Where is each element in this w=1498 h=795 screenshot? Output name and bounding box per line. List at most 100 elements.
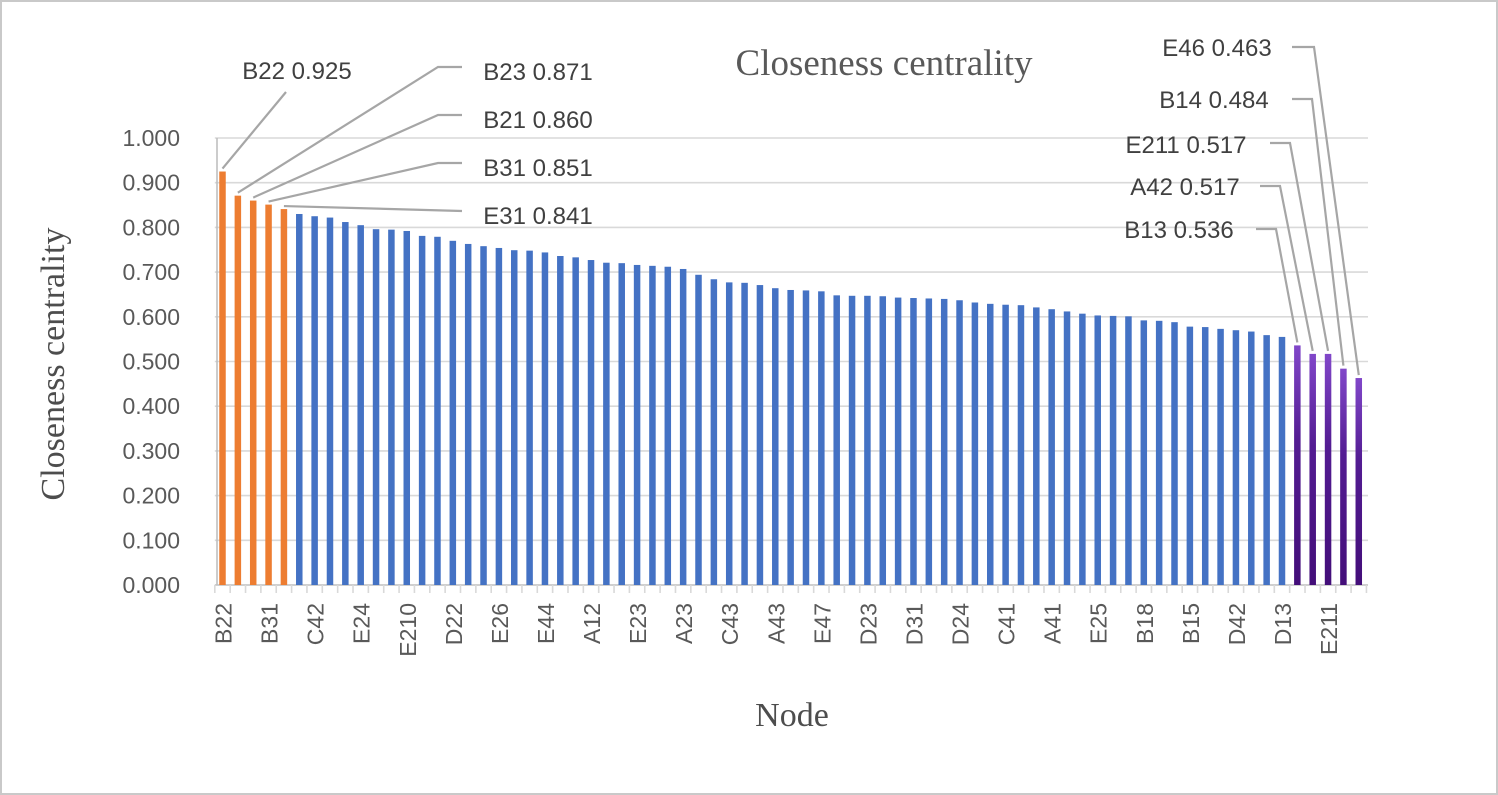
callout-leader-B22 (221, 91, 287, 170)
y-tick-label: 0.700 (122, 259, 180, 285)
callout-leader-E211 (1270, 141, 1330, 352)
bar-node-50 (971, 302, 979, 585)
bar-A42 (1309, 353, 1316, 585)
axis-tick-labels: B22 B31 C42 E24 E210 D22 E26 E44 A12 E23 A23 C43 A43… (122, 125, 1342, 657)
x-tick-label-A43: A43 (763, 603, 789, 644)
bar-node-21 (526, 250, 533, 586)
bar-E210 (403, 230, 411, 585)
bar-B13 (1294, 345, 1301, 585)
callout-label-E31: E31 0.841 (483, 203, 592, 230)
callout-leader-A42 (1260, 184, 1314, 352)
x-tick-label-C41: C41 (994, 603, 1020, 645)
x-tick-label-D22: D22 (441, 603, 467, 645)
x-tick-label-E44: E44 (533, 603, 559, 644)
bar-node-44 (879, 296, 887, 585)
bar-E24 (357, 225, 364, 586)
bars (219, 171, 1363, 586)
bar-node-8 (326, 217, 334, 586)
y-tick-label: 0.200 (122, 483, 180, 509)
y-tick-label: 0.600 (122, 304, 180, 330)
x-tick-label-D31: D31 (901, 603, 927, 645)
callout-label-A42: A42 0.517 (1130, 174, 1239, 201)
bar-node-29 (649, 265, 656, 585)
bar-node-23 (557, 256, 564, 585)
bar-node-12 (388, 229, 395, 585)
bar-A43 (772, 288, 779, 585)
callout-leader-B14 (1292, 97, 1345, 366)
x-tick-label-D23: D23 (855, 603, 881, 645)
callout-label-B23: B23 0.871 (483, 59, 592, 86)
bar-node-45 (894, 297, 902, 585)
y-axis-title: Closeness centrality (35, 228, 72, 501)
callout-label-E211: E211 0.517 (1126, 132, 1247, 159)
y-tick-label: 0.000 (122, 572, 180, 598)
callout-leader-B13 (1256, 227, 1299, 343)
x-tick-label-E24: E24 (349, 603, 375, 644)
x-tick-label-B15: B15 (1178, 603, 1204, 644)
x-tick-label-E23: E23 (625, 603, 651, 644)
bar-E25 (1094, 315, 1101, 585)
y-tick-label: 0.800 (122, 214, 180, 240)
bar-node-32 (695, 274, 702, 585)
y-tick-label: 0.900 (122, 170, 180, 196)
callout-leader-E31 (283, 204, 463, 213)
bar-node-66 (1217, 328, 1224, 585)
bar-node-69 (1263, 335, 1270, 585)
callout-label-B13: B13 0.536 (1124, 217, 1233, 244)
bar-D42 (1232, 330, 1240, 585)
bar-node-30 (664, 266, 672, 585)
bar-B18 (1140, 320, 1148, 585)
bar-node-38 (787, 289, 794, 585)
bar-node-9 (342, 222, 349, 585)
bar-E44 (541, 252, 549, 585)
bar-node-24 (572, 257, 579, 585)
bar-E47 (818, 291, 825, 585)
callout-leader-B21 (252, 113, 462, 199)
x-tick-label-D13: D13 (1270, 603, 1296, 645)
x-tick-label-B22: B22 (211, 603, 237, 644)
bar-node-68 (1248, 331, 1255, 585)
bar-D13 (1278, 336, 1286, 585)
bar-C41 (1002, 304, 1009, 585)
bar-node-14 (418, 235, 426, 585)
bar-node-56 (1063, 311, 1071, 585)
bar-B31 (265, 204, 272, 585)
x-tick-label-A12: A12 (579, 603, 605, 644)
y-tick-label: 0.400 (122, 393, 180, 419)
x-tick-label-B18: B18 (1132, 603, 1158, 644)
bar-node-65 (1201, 327, 1209, 585)
bar-node-11 (372, 229, 380, 586)
callout-label-B14: B14 0.484 (1159, 87, 1268, 114)
callout-leader-B31 (268, 161, 462, 203)
x-axis-title: Node (755, 697, 829, 734)
x-tick-label-A23: A23 (671, 603, 697, 644)
x-tick-label-E47: E47 (809, 603, 835, 644)
bar-C42 (311, 216, 318, 585)
bar-node-6 (296, 213, 303, 586)
bar-node-60 (1125, 316, 1132, 585)
x-tick-label-E25: E25 (1086, 603, 1112, 644)
bar-E31 (280, 209, 288, 585)
y-tick-label: 1.000 (122, 125, 180, 151)
bar-E46 (1355, 378, 1363, 585)
bar-node-26 (603, 262, 610, 585)
callout-label-B22: B22 0.925 (242, 58, 351, 85)
bar-node-57 (1079, 313, 1086, 585)
x-tick-label-D24: D24 (948, 603, 974, 645)
bar-node-53 (1017, 305, 1025, 585)
x-tick-label-A41: A41 (1040, 603, 1066, 644)
callout-label-B31: B31 0.851 (483, 155, 592, 182)
callout-leader-E46 (1292, 45, 1360, 376)
bar-node-18 (480, 246, 487, 585)
x-tick-label-E211: E211 (1316, 603, 1342, 655)
data-callouts: B22 0.925 B23 0.871 B21 0.860 B31 0.851 E31 … (221, 35, 1360, 376)
bar-A23 (679, 268, 687, 585)
bar-node-27 (618, 263, 625, 585)
bar-B22 (219, 171, 226, 585)
bar-node-47 (925, 298, 933, 585)
bar-node-41 (833, 295, 840, 585)
bar-B14 (1340, 368, 1347, 585)
bar-C43 (725, 282, 733, 585)
